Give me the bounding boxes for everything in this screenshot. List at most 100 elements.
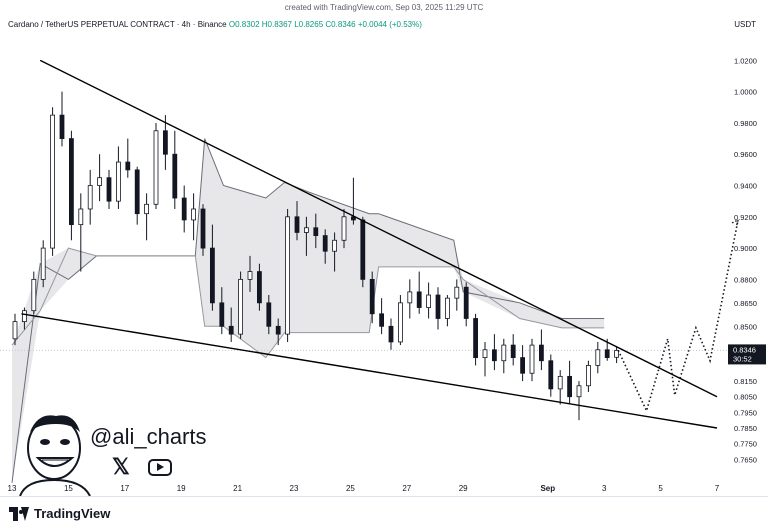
candle-down bbox=[228, 325, 234, 335]
candle-up bbox=[614, 350, 619, 358]
candle-up bbox=[397, 302, 403, 343]
candle-down bbox=[294, 216, 300, 233]
x-tick-label: 13 bbox=[8, 484, 17, 493]
candle-down bbox=[350, 216, 356, 221]
y-tick-label: 0.7650 bbox=[734, 455, 757, 464]
x-tick-label: 3 bbox=[602, 484, 607, 493]
face-caricature-icon bbox=[19, 415, 91, 496]
candle-up bbox=[332, 239, 338, 252]
candle-down bbox=[313, 227, 319, 236]
candle-up bbox=[482, 349, 488, 359]
x-logo-icon[interactable]: 𝕏 bbox=[112, 454, 130, 479]
symbol-title: Cardano / TetherUS PERPETUAL CONTRACT · … bbox=[8, 20, 227, 29]
candle-down bbox=[463, 286, 469, 319]
candle-down bbox=[200, 208, 206, 249]
tradingview-logo-text: TradingView bbox=[34, 506, 111, 521]
candle-up bbox=[191, 208, 197, 221]
y-tick-label: 0.8150 bbox=[734, 377, 757, 386]
y-tick-label: 0.9800 bbox=[734, 119, 757, 128]
candle-down bbox=[360, 219, 366, 280]
candle-up bbox=[595, 349, 601, 366]
candle-down bbox=[322, 235, 328, 252]
y-tick-label: 1.0200 bbox=[734, 56, 757, 65]
candle-up bbox=[557, 375, 563, 390]
candle-down bbox=[266, 302, 272, 327]
x-tick-label: 19 bbox=[177, 484, 186, 493]
y-tick-label: 0.9000 bbox=[734, 244, 757, 253]
y-tick-label: 0.7950 bbox=[734, 408, 757, 417]
candle-down bbox=[275, 325, 281, 335]
y-tick-label: 0.8500 bbox=[734, 322, 757, 331]
y-tick-label: 0.9600 bbox=[734, 150, 757, 159]
tradingview-logo[interactable]: TradingView bbox=[9, 506, 110, 521]
y-tick-label: 0.8650 bbox=[734, 299, 757, 308]
y-tick-label: 0.9400 bbox=[734, 182, 757, 191]
candle-up bbox=[50, 114, 55, 249]
x-tick-label: 29 bbox=[459, 484, 468, 493]
projection-arrowhead bbox=[731, 218, 740, 228]
x-tick-label: 7 bbox=[715, 484, 720, 493]
x-tick-label: Sep bbox=[540, 484, 555, 493]
candle-down bbox=[435, 294, 441, 319]
candle-down bbox=[567, 375, 572, 398]
candle-down bbox=[548, 360, 554, 390]
candle-down bbox=[539, 344, 544, 362]
candle-down bbox=[59, 114, 65, 139]
candle-up bbox=[303, 227, 309, 233]
candle-down bbox=[69, 138, 74, 226]
candle-up bbox=[576, 385, 582, 398]
y-tick-label: 0.7750 bbox=[734, 440, 757, 449]
candle-up bbox=[78, 208, 84, 226]
candle-down bbox=[416, 291, 422, 308]
social-links: 𝕏 bbox=[112, 456, 172, 478]
candle-down bbox=[388, 325, 394, 343]
x-tick-label: 25 bbox=[346, 484, 355, 493]
trendlines bbox=[21, 59, 740, 429]
candle-up bbox=[97, 177, 102, 186]
candle-up bbox=[21, 310, 27, 323]
price-badge-timer: 30:52 bbox=[733, 354, 752, 363]
y-tick-label: 0.7850 bbox=[734, 424, 757, 433]
x-tick-label: 23 bbox=[290, 484, 299, 493]
candle-up bbox=[454, 286, 460, 299]
candle-down bbox=[106, 177, 112, 202]
chart-credit: created with TradingView.com, Sep 03, 20… bbox=[284, 3, 484, 12]
candle-down bbox=[604, 349, 610, 359]
candle-up bbox=[285, 216, 291, 335]
candle-up bbox=[426, 294, 432, 308]
cloud-line-b bbox=[11, 247, 605, 359]
candle-up bbox=[501, 344, 507, 362]
candle-down bbox=[209, 247, 215, 304]
youtube-icon[interactable] bbox=[147, 458, 172, 476]
price-chart[interactable]: 1.0200 1.0000 0.9800 0.9600 0.9400 0.9200 0.90… bbox=[0, 0, 768, 496]
trendline-lower bbox=[21, 313, 718, 429]
price-badge-value: 0.8346 bbox=[733, 345, 756, 354]
footer-bar: TradingView bbox=[0, 496, 768, 531]
candle-up bbox=[153, 130, 159, 205]
candle-up bbox=[12, 321, 18, 340]
candle-up bbox=[31, 278, 37, 312]
candle-up bbox=[407, 291, 413, 304]
x-tick-label: 17 bbox=[120, 484, 129, 493]
candle-up bbox=[40, 247, 46, 280]
projection-path bbox=[617, 219, 739, 414]
y-tick-label: 1.0000 bbox=[734, 88, 757, 97]
axes: 1.0200 1.0000 0.9800 0.9600 0.9400 0.9200 0.90… bbox=[8, 56, 766, 493]
price-badge bbox=[728, 344, 766, 365]
candle-up bbox=[87, 185, 93, 210]
candle-down bbox=[369, 278, 375, 315]
x-tick-label: 15 bbox=[64, 484, 73, 493]
candle-down bbox=[181, 197, 187, 221]
x-tick-label: 5 bbox=[658, 484, 663, 493]
y-tick-label: 0.9200 bbox=[734, 213, 757, 222]
candle-down bbox=[510, 344, 516, 359]
candles bbox=[12, 91, 619, 421]
x-tick-label: 21 bbox=[233, 484, 242, 493]
candle-down bbox=[172, 153, 178, 199]
candle-up bbox=[586, 365, 591, 387]
candle-up bbox=[529, 344, 535, 374]
candle-down bbox=[520, 357, 525, 374]
candle-down bbox=[125, 161, 131, 171]
ohlc-values: O0.8302 H0.8367 L0.8265 C0.8346 +0.0044 … bbox=[228, 20, 422, 29]
currency-label: USDT bbox=[734, 20, 756, 29]
